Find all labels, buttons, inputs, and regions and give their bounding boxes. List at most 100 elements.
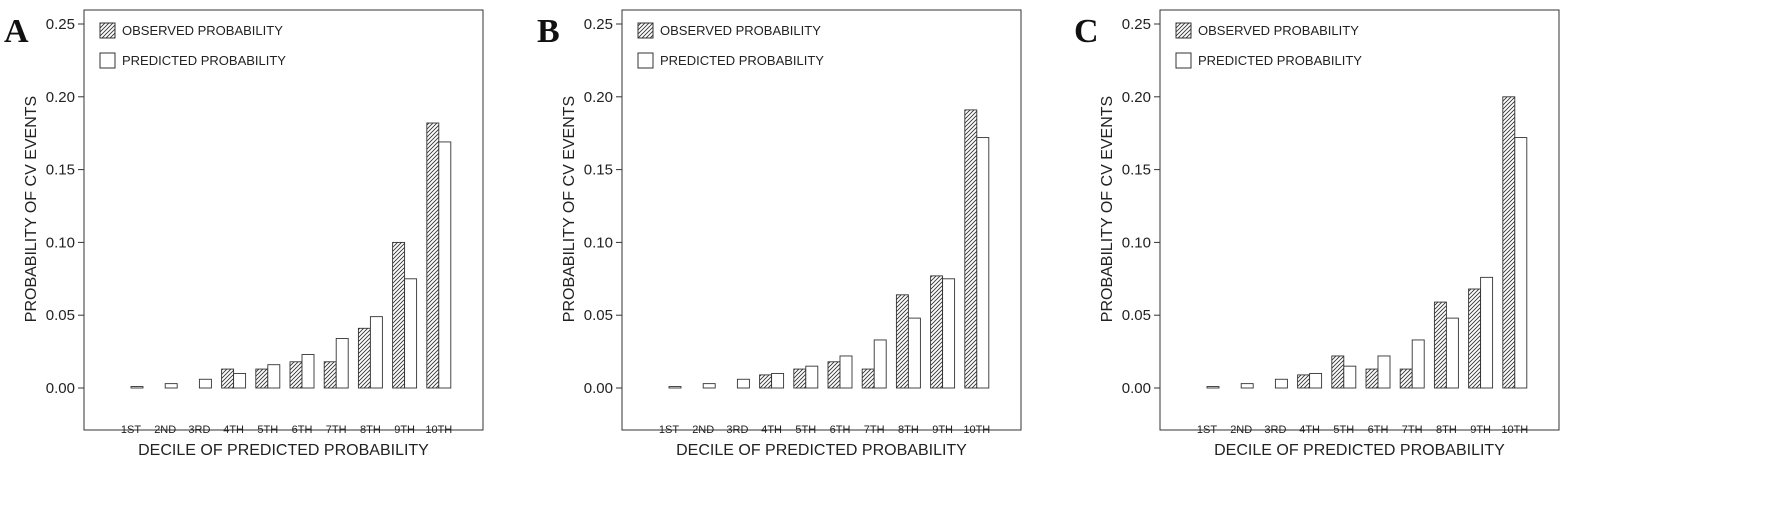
predicted-bar-4th bbox=[771, 372, 785, 389]
x-axis-title: DECILE OF PREDICTED PROBABILITY bbox=[676, 442, 967, 459]
legend-swatch-predicted bbox=[637, 52, 654, 69]
panel-letter: C bbox=[1074, 13, 1099, 50]
x-category-label: 1ST bbox=[659, 424, 679, 436]
y-tick-label: 0.10 bbox=[46, 234, 75, 251]
x-category-label: 8TH bbox=[360, 424, 381, 436]
observed-bar-10th bbox=[964, 109, 978, 389]
panel-letter: A bbox=[4, 13, 29, 50]
panel-letter: B bbox=[537, 13, 560, 50]
y-axis-title: PROBABILITY OF CV EVENTS bbox=[1099, 96, 1116, 322]
x-category-label: 8TH bbox=[1436, 424, 1457, 436]
predicted-bar-9th bbox=[1480, 276, 1494, 389]
predicted-bar-8th bbox=[1445, 317, 1459, 389]
x-category-label: 10TH bbox=[425, 424, 452, 436]
x-category-label: 2ND bbox=[1230, 424, 1252, 436]
predicted-bar-5th bbox=[267, 364, 281, 389]
x-category-label: 7TH bbox=[326, 424, 347, 436]
chart-panel-a: A 0.00 0.05 0.10 0.15 0.20 0.25 PROBABILITY OF … bbox=[4, 9, 484, 459]
legend-label: PREDICTED PROBABILITY bbox=[660, 53, 824, 68]
observed-bar-8th bbox=[357, 327, 371, 389]
y-tick-label: 0.10 bbox=[584, 234, 613, 251]
observed-bar-4th bbox=[759, 374, 773, 389]
legend: OBSERVED PROBABILITY PREDICTED PROBABILIT… bbox=[99, 22, 286, 69]
predicted-bar-3rd bbox=[198, 378, 212, 389]
x-category-label: 6TH bbox=[292, 424, 313, 436]
observed-bar-7th bbox=[323, 361, 337, 389]
observed-bar-7th bbox=[1399, 368, 1413, 389]
x-category-label: 3RD bbox=[1264, 424, 1286, 436]
y-tick-label: 0.00 bbox=[1122, 380, 1151, 397]
plot-frame bbox=[83, 9, 484, 431]
predicted-bar-10th bbox=[976, 137, 990, 389]
predicted-bar-8th bbox=[369, 316, 383, 389]
x-axis-title: DECILE OF PREDICTED PROBABILITY bbox=[138, 442, 429, 459]
x-category-label: 6TH bbox=[830, 424, 851, 436]
predicted-bar-7th bbox=[1411, 339, 1425, 389]
predicted-bar-6th bbox=[1377, 355, 1391, 389]
y-tick-label: 0.10 bbox=[1122, 234, 1151, 251]
legend-swatch-observed bbox=[99, 22, 116, 39]
x-category-label: 6TH bbox=[1368, 424, 1389, 436]
predicted-bar-4th bbox=[1309, 372, 1323, 389]
y-tick-label: 0.25 bbox=[584, 16, 613, 33]
observed-bar-10th bbox=[1502, 96, 1516, 389]
legend-swatch-predicted bbox=[1175, 52, 1192, 69]
x-category-label: 7TH bbox=[1402, 424, 1423, 436]
y-tick-label: 0.00 bbox=[584, 380, 613, 397]
y-tick-label: 0.05 bbox=[46, 307, 75, 324]
legend-label: OBSERVED PROBABILITY bbox=[122, 23, 283, 38]
x-category-label: 2ND bbox=[692, 424, 714, 436]
predicted-bar-2nd bbox=[164, 383, 178, 389]
x-category-label: 10TH bbox=[1501, 424, 1528, 436]
observed-bar-8th bbox=[895, 294, 909, 389]
x-category-label: 4TH bbox=[761, 424, 782, 436]
x-category-label: 2ND bbox=[154, 424, 176, 436]
x-category-label: 9TH bbox=[394, 424, 415, 436]
x-category-label: 5TH bbox=[1333, 424, 1354, 436]
predicted-bar-5th bbox=[1343, 365, 1357, 389]
legend-label: PREDICTED PROBABILITY bbox=[122, 53, 286, 68]
plot-frame bbox=[1159, 9, 1560, 431]
observed-bar-8th bbox=[1433, 301, 1447, 389]
legend: OBSERVED PROBABILITY PREDICTED PROBABILIT… bbox=[1175, 22, 1362, 69]
observed-bar-6th bbox=[289, 361, 303, 389]
legend: OBSERVED PROBABILITY PREDICTED PROBABILIT… bbox=[637, 22, 824, 69]
predicted-bar-10th bbox=[1514, 137, 1528, 389]
predicted-bar-6th bbox=[301, 354, 315, 389]
x-category-label: 9TH bbox=[1470, 424, 1491, 436]
x-category-label: 1ST bbox=[121, 424, 141, 436]
legend-label: OBSERVED PROBABILITY bbox=[1198, 23, 1359, 38]
y-axis-title: PROBABILITY OF CV EVENTS bbox=[23, 96, 40, 322]
x-category-label: 5TH bbox=[257, 424, 278, 436]
x-category-label: 1ST bbox=[1197, 424, 1217, 436]
predicted-bar-9th bbox=[404, 278, 418, 389]
y-tick-label: 0.20 bbox=[1122, 89, 1151, 106]
x-category-label: 9TH bbox=[932, 424, 953, 436]
legend-swatch-predicted bbox=[99, 52, 116, 69]
chart-panel-b: B 0.00 0.05 0.10 0.15 0.20 0.25 PROBABILITY OF … bbox=[537, 9, 1022, 459]
predicted-bar-4th bbox=[233, 372, 247, 389]
observed-bar-4th bbox=[1297, 374, 1311, 389]
predicted-bar-1st bbox=[668, 386, 682, 389]
y-tick-label: 0.25 bbox=[46, 16, 75, 33]
observed-bar-10th bbox=[426, 122, 440, 389]
predicted-bar-7th bbox=[335, 338, 349, 389]
predicted-bar-1st bbox=[1206, 386, 1220, 389]
legend-swatch-observed bbox=[637, 22, 654, 39]
predicted-bar-6th bbox=[839, 355, 853, 389]
y-tick-label: 0.15 bbox=[1122, 162, 1151, 179]
y-axis-title: PROBABILITY OF CV EVENTS bbox=[561, 96, 578, 322]
chart-panel-c: C 0.00 0.05 0.10 0.15 0.20 0.25 PROBABILITY OF … bbox=[1074, 9, 1560, 459]
legend-label: PREDICTED PROBABILITY bbox=[1198, 53, 1362, 68]
x-category-label: 4TH bbox=[223, 424, 244, 436]
predicted-bar-7th bbox=[873, 339, 887, 389]
predicted-bar-2nd bbox=[1240, 383, 1254, 389]
observed-bar-9th bbox=[1468, 288, 1482, 389]
predicted-bar-5th bbox=[805, 365, 819, 389]
observed-bar-4th bbox=[221, 368, 235, 389]
predicted-bar-3rd bbox=[1274, 378, 1288, 389]
predicted-bar-8th bbox=[907, 317, 921, 389]
x-category-label: 3RD bbox=[726, 424, 748, 436]
legend-swatch-observed bbox=[1175, 22, 1192, 39]
predicted-bar-2nd bbox=[702, 383, 716, 389]
